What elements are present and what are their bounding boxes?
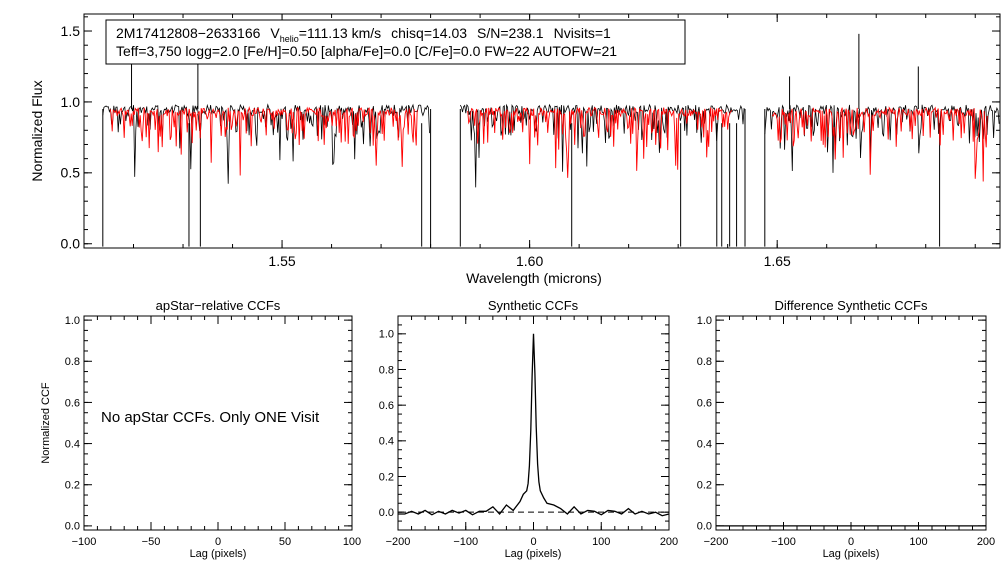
spectrum-panel: 1.55 1.60 1.65 0.0 0.5 1.0 1.5 Wavelength (mic…	[29, 13, 1001, 286]
difference-ccf-panel: −200 −100 0 100 200 0.0 0.2 0.4 0.6 0.8 1.0 Differ…	[697, 298, 995, 560]
observed-spectrum-line	[102, 103, 430, 184]
synthetic-ticks: −200 −100 0 100 200 0.0 0.2 0.4 0.6 0.8 1.0	[379, 315, 678, 548]
difference-title: Difference Synthetic CCFs	[775, 298, 928, 313]
y-tick-label: 0.0	[697, 521, 712, 533]
annotation-box-frame	[105, 19, 686, 65]
x-tick-label: −200	[386, 536, 411, 548]
difference-axes-frame	[715, 315, 987, 531]
y-tick-label: 1.0	[61, 94, 81, 110]
spectrum-ylabel: Normalized Flux	[29, 80, 45, 181]
x-tick-label: 50	[279, 536, 291, 548]
y-tick-label: 0.2	[379, 471, 394, 483]
synthetic-xlabel: Lag (pixels)	[505, 548, 562, 560]
model-spectrum-line	[109, 106, 418, 176]
x-tick-label: 100	[592, 536, 610, 548]
model-spectrum-line	[771, 106, 988, 182]
y-tick-label: 0.8	[379, 364, 394, 376]
y-tick-label: 1.0	[379, 329, 394, 341]
y-tick-label: 0.4	[65, 438, 80, 450]
y-tick-label: 0.6	[65, 397, 80, 409]
y-tick-label: 1.5	[61, 23, 81, 39]
y-tick-label: 1.0	[697, 315, 712, 327]
synthetic-ccf-panel: −200 −100 0 100 200 0.0 0.2 0.4 0.6 0.8 1.0 Synthe…	[379, 298, 678, 560]
x-tick-label: −100	[453, 536, 478, 548]
y-tick-label: 0.6	[379, 400, 394, 412]
x-tick-label: 100	[343, 536, 361, 548]
x-tick-label: −100	[771, 536, 796, 548]
y-tick-label: 0.2	[65, 480, 80, 492]
x-tick-label: 0	[848, 536, 854, 548]
x-tick-label: −50	[142, 536, 161, 548]
synthetic-title: Synthetic CCFs	[488, 298, 579, 313]
x-tick-label: −100	[72, 536, 97, 548]
y-tick-label: 0.0	[61, 236, 81, 252]
y-tick-label: 0.0	[379, 507, 394, 519]
spectrum-annotation-box: 2M17412808−2633166 Vhelio=111.13 km/s chis…	[105, 19, 686, 65]
apstar-ccf-panel: −100 −50 0 50 100 0.0 0.2 0.4 0.6 0.8 1.0 apStar−r…	[40, 298, 361, 560]
y-tick-label: 0.6	[697, 397, 712, 409]
x-tick-label: 0	[530, 536, 536, 548]
y-tick-label: 1.0	[65, 315, 80, 327]
y-tick-label: 0.4	[379, 436, 394, 448]
synthetic-ccf-line	[398, 333, 670, 517]
synthetic-lines	[398, 333, 670, 517]
spectrum-ticks: 1.55 1.60 1.65 0.0 0.5 1.0 1.5	[61, 14, 1000, 269]
y-tick-label: 0.4	[697, 438, 712, 450]
model-spectrum-line	[467, 106, 733, 178]
x-tick-label: 100	[909, 536, 927, 548]
difference-ticks: −200 −100 0 100 200 0.0 0.2 0.4 0.6 0.8 1.0	[697, 315, 995, 548]
spectrum-xlabel: Wavelength (microns)	[466, 270, 602, 286]
x-tick-label: 1.55	[268, 253, 295, 269]
apstar-xlabel: Lag (pixels)	[190, 548, 247, 560]
y-tick-label: 0.8	[697, 356, 712, 368]
apstar-ticks: −100 −50 0 50 100 0.0 0.2 0.4 0.6 0.8 1.0	[65, 315, 361, 548]
x-tick-label: 1.65	[764, 253, 791, 269]
annotation-line-1: 2M17412808−2633166 Vhelio=111.13 km/s chis…	[116, 25, 611, 44]
x-tick-label: 200	[977, 536, 995, 548]
x-tick-label: 1.60	[516, 253, 543, 269]
apstar-note: No apStar CCFs. Only ONE Visit	[101, 409, 320, 426]
apstar-title: apStar−relative CCFs	[156, 298, 281, 313]
difference-xlabel: Lag (pixels)	[823, 548, 880, 560]
y-tick-label: 0.2	[697, 480, 712, 492]
observed-spectrum-line	[459, 103, 745, 188]
x-tick-label: 0	[215, 536, 221, 548]
annotation-line-2: Teff=3,750 logg=2.0 [Fe/H]=0.50 [alpha/F…	[116, 43, 617, 59]
y-tick-label: 0.5	[61, 165, 81, 181]
y-tick-label: 0.0	[65, 521, 80, 533]
x-tick-label: 200	[660, 536, 678, 548]
apstar-ylabel: Normalized CCF	[40, 382, 52, 464]
x-tick-label: −200	[704, 536, 729, 548]
y-tick-label: 0.8	[65, 356, 80, 368]
spectrum-lines	[102, 33, 1001, 247]
